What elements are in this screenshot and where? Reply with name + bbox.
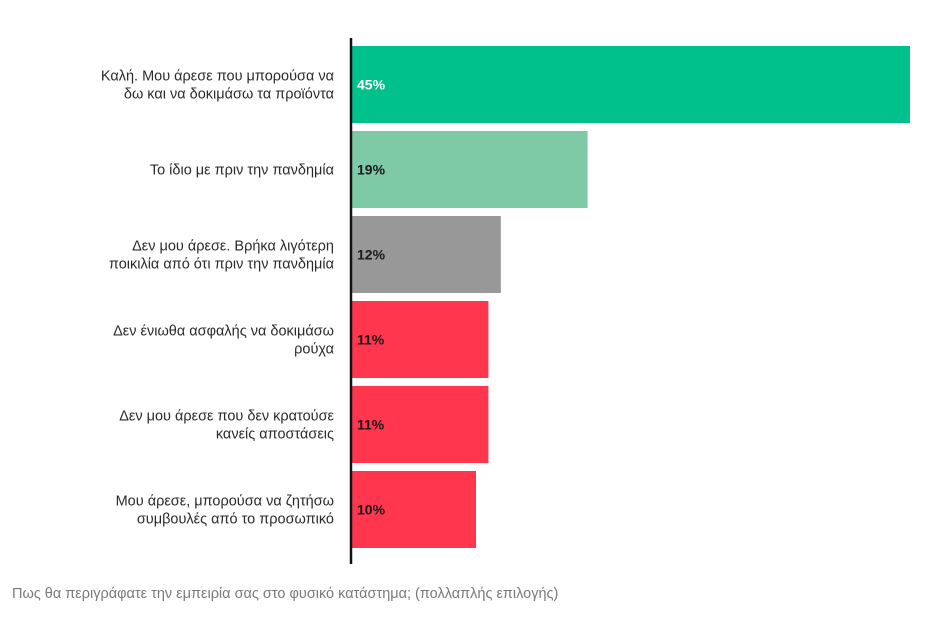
- bar-1: [352, 46, 910, 123]
- category-label-6: Μου άρεσε, μπορούσα να ζητήσω συμβουλές α…: [116, 494, 334, 528]
- bar-3: [352, 216, 501, 293]
- bar-4: [352, 301, 489, 378]
- bars-layer: 45% 19% 12% 11% 11% 10%: [352, 46, 910, 548]
- bar-value-label-5: 11%: [357, 417, 385, 433]
- category-label-3: Δεν μου άρεσε. Βρήκα λιγότερη ποικιλία απ…: [109, 239, 334, 273]
- bar-value-label-6: 10%: [357, 502, 386, 518]
- bar-value-label-4: 11%: [357, 332, 385, 348]
- bar-value-label-3: 12%: [357, 247, 386, 263]
- bar-2: [352, 131, 588, 208]
- category-label-4: Δεν ένιωθα ασφαλής να δοκιμάσω ρούχα: [113, 324, 334, 358]
- bar-value-label-2: 19%: [357, 162, 386, 178]
- bar-5: [352, 386, 489, 463]
- chart-caption: Πως θα περιγράφατε την εμπειρία σας στο …: [12, 586, 559, 602]
- category-label-2: Το ίδιο με πριν την πανδημία: [150, 163, 334, 179]
- category-labels-layer: Καλή. Μου άρεσε που μπορούσα να δω και να…: [101, 69, 335, 528]
- category-label-5: Δεν μου άρεσε που δεν κρατούσε κανείς απο…: [119, 409, 334, 443]
- bar-6: [352, 471, 476, 548]
- bar-value-label-1: 45%: [357, 77, 386, 93]
- category-label-1: Καλή. Μου άρεσε που μπορούσα να δω και να…: [101, 69, 334, 103]
